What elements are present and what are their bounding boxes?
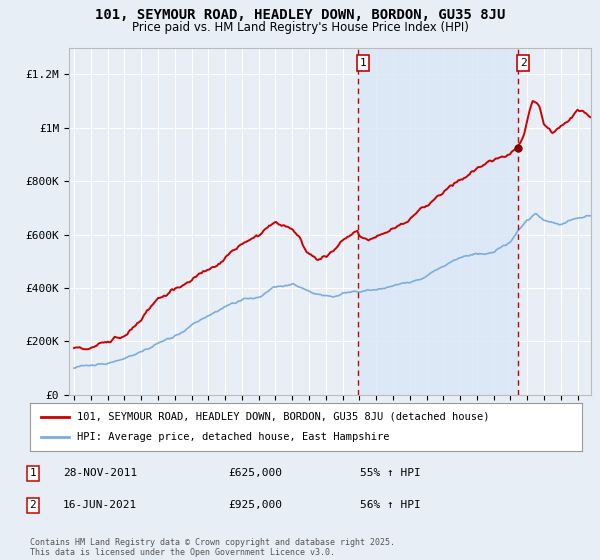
Text: 101, SEYMOUR ROAD, HEADLEY DOWN, BORDON, GU35 8JU (detached house): 101, SEYMOUR ROAD, HEADLEY DOWN, BORDON,… [77,412,490,422]
Text: Price paid vs. HM Land Registry's House Price Index (HPI): Price paid vs. HM Land Registry's House … [131,21,469,34]
Text: HPI: Average price, detached house, East Hampshire: HPI: Average price, detached house, East… [77,432,389,442]
Text: 55% ↑ HPI: 55% ↑ HPI [360,468,421,478]
Text: 101, SEYMOUR ROAD, HEADLEY DOWN, BORDON, GU35 8JU: 101, SEYMOUR ROAD, HEADLEY DOWN, BORDON,… [95,8,505,22]
Text: 1: 1 [29,468,37,478]
Text: £625,000: £625,000 [228,468,282,478]
Text: 16-JUN-2021: 16-JUN-2021 [63,500,137,510]
Text: £925,000: £925,000 [228,500,282,510]
Text: 28-NOV-2011: 28-NOV-2011 [63,468,137,478]
Text: 1: 1 [359,58,366,68]
Text: 56% ↑ HPI: 56% ↑ HPI [360,500,421,510]
Text: 2: 2 [29,500,37,510]
Text: Contains HM Land Registry data © Crown copyright and database right 2025.
This d: Contains HM Land Registry data © Crown c… [30,538,395,557]
Bar [358,48,518,395]
Text: 2: 2 [520,58,527,68]
